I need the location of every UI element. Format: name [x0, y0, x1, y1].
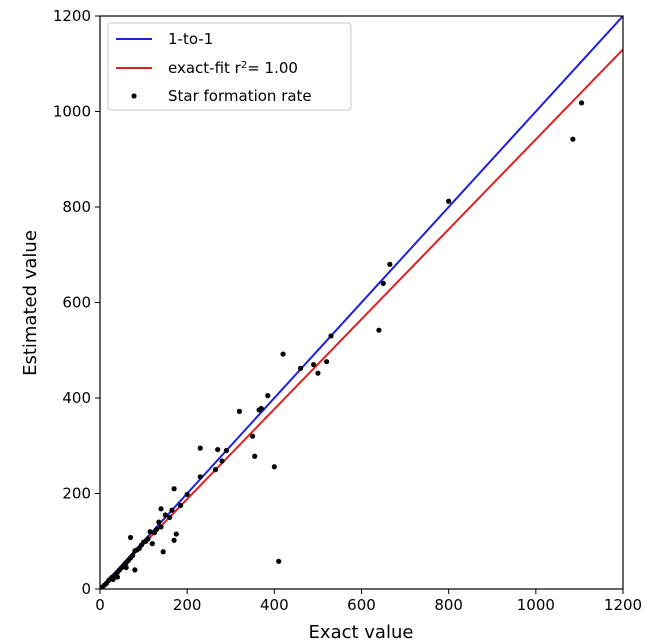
- data-point: [169, 507, 175, 513]
- data-point: [328, 333, 334, 339]
- y-tick-label: 1000: [53, 103, 91, 121]
- x-tick-label: 400: [260, 596, 289, 614]
- data-point: [280, 351, 286, 357]
- scatter-points: [100, 100, 585, 589]
- y-axis: 0 200 400 600 800 1000 1200: [53, 7, 100, 598]
- series-line-exact-fit: [100, 48, 623, 589]
- data-point: [249, 433, 256, 439]
- data-point: [171, 537, 177, 543]
- y-tick-label: 1200: [53, 7, 91, 25]
- data-point: [154, 526, 160, 532]
- x-tick-label: 1000: [517, 596, 555, 614]
- legend-label-1-to-1: 1-to-1: [168, 30, 213, 48]
- data-point: [167, 514, 173, 520]
- data-point: [570, 136, 576, 142]
- data-point: [130, 552, 136, 559]
- data-point: [123, 564, 129, 571]
- legend-exact-fit-sup: 2: [241, 60, 247, 71]
- x-tick-label: 200: [173, 596, 202, 614]
- data-point: [376, 327, 382, 333]
- data-point: [158, 524, 164, 530]
- data-point: [156, 519, 162, 525]
- x-tick-label: 800: [434, 596, 463, 614]
- y-tick-label: 600: [62, 294, 91, 312]
- data-point: [145, 536, 151, 542]
- data-point: [219, 458, 225, 464]
- x-axis: 0 200 400 600 800 1000 1200: [95, 589, 642, 614]
- data-point: [297, 365, 304, 371]
- data-point: [236, 408, 243, 414]
- legend-exact-fit-suffix: = 1.00: [247, 59, 298, 77]
- data-point: [324, 359, 330, 365]
- data-point: [387, 261, 393, 267]
- data-point: [265, 393, 271, 399]
- data-point: [276, 558, 282, 564]
- data-point: [184, 491, 190, 498]
- x-tick-label: 1200: [604, 596, 642, 614]
- x-tick-label: 0: [95, 596, 105, 614]
- data-point: [127, 534, 134, 541]
- data-point: [173, 531, 179, 537]
- data-point: [178, 502, 184, 509]
- data-point: [212, 467, 219, 473]
- data-point: [110, 576, 116, 583]
- y-tick-label: 400: [62, 389, 91, 407]
- data-point: [132, 567, 138, 573]
- data-point: [315, 370, 321, 376]
- data-point: [310, 361, 317, 368]
- x-tick-label: 600: [347, 596, 376, 614]
- data-point: [147, 529, 153, 535]
- legend-marker-star-formation-rate: [131, 93, 137, 99]
- data-point: [215, 446, 221, 453]
- legend-label-exact-fit: exact-fit r2= 1.00: [168, 59, 298, 77]
- data-point: [258, 405, 264, 412]
- data-point: [162, 512, 168, 518]
- data-point: [271, 464, 277, 470]
- legend-label-star-formation-rate: Star formation rate: [168, 87, 312, 105]
- legend-box: [107, 22, 352, 111]
- data-point: [223, 447, 229, 454]
- data-point: [252, 453, 258, 459]
- data-point: [197, 474, 203, 480]
- data-point: [446, 198, 452, 204]
- data-point: [158, 506, 164, 512]
- y-tick-label: 0: [81, 580, 91, 598]
- data-point: [160, 549, 166, 555]
- legend-exact-fit-text: exact-fit r: [168, 59, 242, 77]
- y-tick-label: 800: [62, 198, 91, 216]
- data-point: [149, 541, 155, 547]
- legend: 1-to-1 exact-fit r2= 1.00 Star formation…: [107, 22, 352, 111]
- data-point: [114, 574, 121, 580]
- y-axis-title: Estimated value: [20, 230, 41, 376]
- data-point: [197, 445, 203, 451]
- data-point: [380, 280, 386, 286]
- data-point: [578, 100, 585, 106]
- data-point: [171, 486, 177, 492]
- y-tick-label: 200: [62, 485, 91, 503]
- x-axis-title: Exact value: [309, 622, 414, 643]
